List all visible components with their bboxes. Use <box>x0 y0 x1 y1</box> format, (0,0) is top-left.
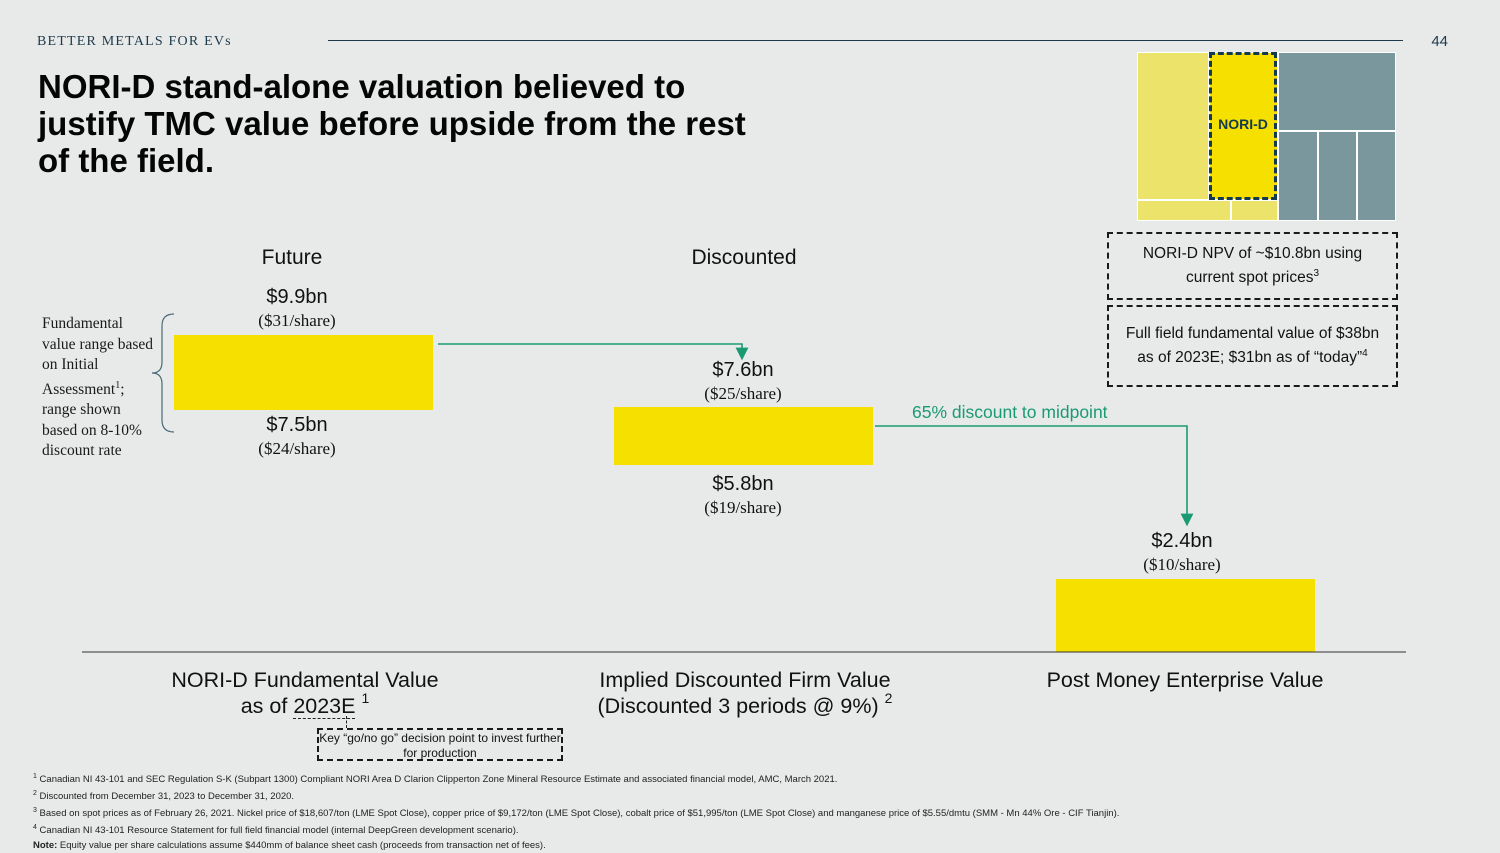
footnotes: 1 Canadian NI 43-101 and SEC Regulation … <box>33 770 1473 853</box>
value-range-footnote-ref: 1 <box>115 379 121 391</box>
footnote-mark-3: 3 <box>33 807 37 815</box>
field-block-b <box>1137 200 1231 221</box>
bar-2-low-label: $5.8bn <box>712 473 774 495</box>
value-range-note-b: ; range shown based on 8-10% discount ra… <box>42 380 142 460</box>
category-label-2: Implied Discounted Firm Value (Discounte… <box>560 667 930 721</box>
value-range-note: Fundamental value range based on Initial… <box>42 314 154 462</box>
footnote-mark-1: 1 <box>33 773 37 780</box>
range-brace-icon <box>151 313 175 433</box>
discount-arrow-1 <box>438 343 749 361</box>
category-2-footnote-ref: 2 <box>884 690 893 706</box>
category-1-year: 2023E <box>293 694 356 719</box>
category-2-line-1: Implied Discounted Firm Value <box>599 668 891 692</box>
nori-d-outline <box>1209 52 1277 200</box>
footnote-1: Canadian NI 43-101 and SEC Regulation S-… <box>39 774 838 786</box>
nori-d-label: NORI-D <box>1218 116 1268 132</box>
range-bar-2 <box>614 407 873 465</box>
footnote-3: Based on spot prices as of February 26, … <box>39 808 1120 820</box>
decision-point-connector <box>346 716 347 728</box>
bar-1-low-per-share: ($24/share) <box>258 439 336 458</box>
page-title: NORI-D stand-alone valuation believed to… <box>38 68 746 179</box>
npv-callout-text: NORI-D NPV of ~$10.8bn using current spo… <box>1142 244 1363 287</box>
category-2-line-2: (Discounted 3 periods @ 9%) <box>597 694 879 718</box>
bar-1-high-per-share: ($31/share) <box>258 311 336 330</box>
category-1-line-2: as of <box>240 694 294 718</box>
page-number: 44 <box>1431 33 1448 50</box>
npv-footnote-ref: 3 <box>1313 267 1320 279</box>
value-range-note-a: Fundamental value range based on Initial… <box>42 315 154 398</box>
field-block-d <box>1278 52 1396 131</box>
bar-2-high-label: $7.6bn <box>712 359 774 381</box>
field-map: NORI-D <box>1137 52 1396 221</box>
decision-point-callout: Key “go/no go” decision point to invest … <box>317 728 563 761</box>
footnote-mark-4: 4 <box>33 824 37 832</box>
bar-3-high-per-share: ($10/share) <box>1143 555 1221 574</box>
field-block-c <box>1231 200 1278 221</box>
range-bar-1 <box>174 335 433 410</box>
full-field-callout-text: Full field fundamental value of $38bn as… <box>1125 324 1380 367</box>
header-divider <box>328 40 1403 41</box>
field-block-g <box>1357 131 1396 221</box>
bar-1-high-label: $9.9bn <box>266 286 328 308</box>
discount-arrow-2 <box>875 425 1194 527</box>
footnote-2: Discounted from December 31, 2023 to Dec… <box>39 791 295 803</box>
eyebrow-label: BETTER METALS FOR EVs <box>37 34 232 49</box>
discount-annotation: 65% discount to midpoint <box>912 402 1108 422</box>
field-block-a <box>1137 52 1209 200</box>
field-block-f <box>1318 131 1357 221</box>
note-label: Note: <box>33 839 58 851</box>
category-label-1: NORI-D Fundamental Value as of 2023E 1 <box>140 667 470 721</box>
bar-1-low-label: $7.5bn <box>266 414 328 436</box>
category-1-footnote-ref: 1 <box>361 690 370 706</box>
full-field-callout: Full field fundamental value of $38bn as… <box>1107 305 1398 387</box>
range-bar-3 <box>1056 579 1315 652</box>
full-field-footnote-ref: 4 <box>1362 347 1368 359</box>
npv-callout: NORI-D NPV of ~$10.8bn using current spo… <box>1107 232 1398 300</box>
bar-2-low-per-share: ($19/share) <box>704 498 782 517</box>
footnote-mark-2: 2 <box>33 790 37 798</box>
future-heading: Future <box>261 246 323 269</box>
discounted-heading: Discounted <box>691 246 797 269</box>
field-block-e <box>1278 131 1318 221</box>
footnote-4: Canadian NI 43-101 Resource Statement fo… <box>39 825 519 837</box>
bar-2-high-per-share: ($25/share) <box>704 384 782 403</box>
note-text: Equity value per share calculations assu… <box>57 839 546 851</box>
bar-3-high-label: $2.4bn <box>1151 530 1213 552</box>
category-label-3: Post Money Enterprise Value <box>1046 668 1324 692</box>
category-1-line-1: NORI-D Fundamental Value <box>171 668 439 692</box>
